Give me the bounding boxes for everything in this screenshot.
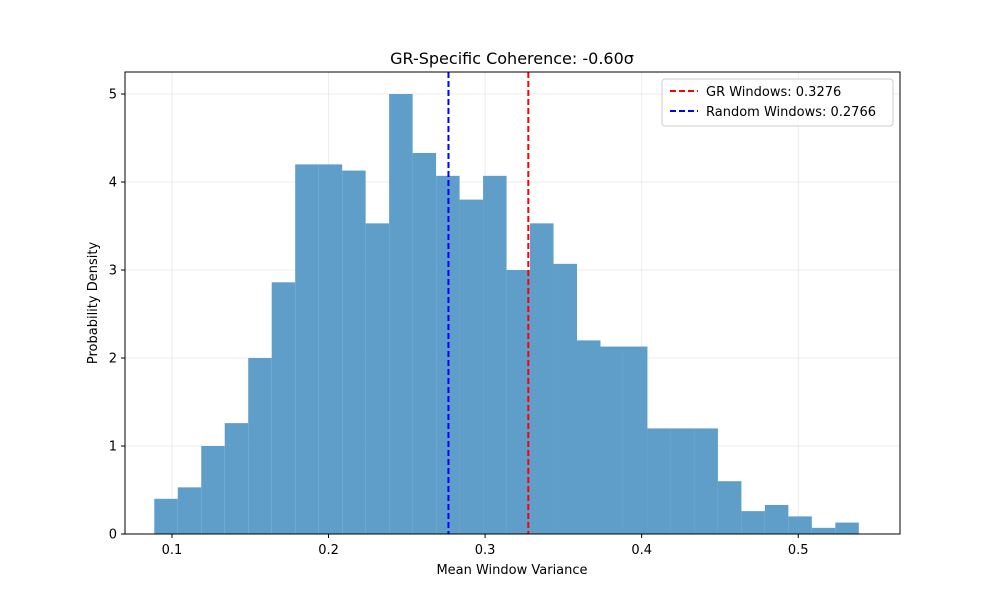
- histogram-bar: [623, 346, 648, 534]
- y-tick-label: 2: [109, 352, 117, 367]
- histogram-bar: [788, 516, 812, 534]
- histogram-bar: [201, 446, 225, 534]
- histogram-bar: [506, 270, 531, 534]
- x-axis-label: Mean Window Variance: [436, 563, 587, 578]
- histogram-bar: [459, 199, 484, 534]
- histogram-bar: [154, 498, 178, 534]
- y-axis-ticks: 0 1 2 3 4 5: [109, 88, 125, 543]
- histogram-bar: [271, 282, 296, 534]
- y-tick-label: 1: [109, 440, 117, 455]
- chart-title: GR-Specific Coherence: -0.60σ: [390, 49, 634, 68]
- y-tick-label: 0: [109, 528, 117, 543]
- x-tick-label: 0.2: [318, 543, 339, 558]
- histogram-bar: [741, 511, 765, 534]
- histogram-bar: [248, 358, 272, 534]
- histogram-bar: [530, 223, 554, 535]
- histogram-bar: [389, 94, 413, 534]
- legend-label-gr-windows: GR Windows: 0.3276: [706, 85, 841, 100]
- legend-box: [661, 78, 894, 127]
- x-tick-label: 0.4: [631, 543, 652, 558]
- histogram-bar: [318, 164, 343, 534]
- histogram-bar: [647, 428, 671, 534]
- histogram-bar: [670, 428, 695, 534]
- histogram-bar: [600, 346, 624, 534]
- histogram-bar: [717, 481, 742, 534]
- histogram-bar: [365, 223, 390, 535]
- histogram-bar: [835, 522, 859, 534]
- x-tick-label: 0.1: [162, 543, 183, 558]
- histogram-bar: [764, 504, 789, 534]
- y-tick-label: 3: [109, 264, 117, 279]
- reference-lines: [447, 72, 530, 534]
- legend-label-random-windows: Random Windows: 0.2766: [706, 105, 876, 120]
- histogram-bar: [295, 164, 319, 534]
- histogram-bar: [412, 152, 437, 534]
- y-tick-label: 4: [109, 176, 117, 191]
- x-axis-ticks: 0.1 0.2 0.3 0.4 0.5: [162, 534, 809, 558]
- legend: GR Windows: 0.3276 Random Windows: 0.276…: [661, 78, 894, 127]
- histogram-bar: [177, 487, 202, 534]
- histogram-bars: [154, 94, 859, 535]
- histogram-bar: [342, 170, 366, 534]
- histogram-bar: [224, 423, 249, 534]
- histogram-bar: [811, 527, 836, 534]
- histogram-bar: [577, 340, 601, 534]
- histogram-bar: [483, 175, 507, 534]
- y-tick-label: 5: [109, 88, 117, 103]
- x-tick-label: 0.5: [788, 543, 809, 558]
- y-axis-label: Probability Density: [86, 242, 101, 365]
- x-tick-label: 0.3: [475, 543, 496, 558]
- histogram-bar: [553, 263, 578, 534]
- plot-frame: [124, 71, 901, 535]
- histogram-bar: [694, 428, 718, 534]
